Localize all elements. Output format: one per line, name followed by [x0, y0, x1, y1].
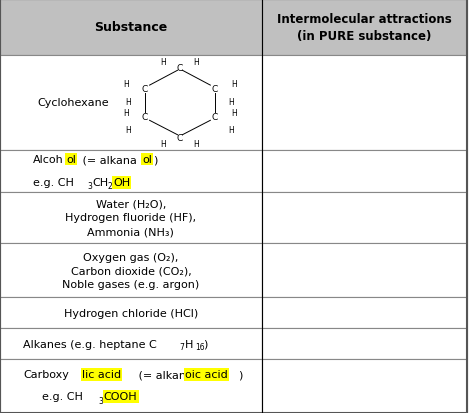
- Text: OH: OH: [113, 178, 130, 188]
- Text: Alcoh: Alcoh: [33, 155, 64, 165]
- Text: H: H: [161, 140, 166, 149]
- FancyBboxPatch shape: [262, 151, 467, 192]
- Text: C: C: [177, 134, 183, 143]
- Text: H: H: [193, 57, 199, 66]
- Text: ): ): [203, 339, 208, 349]
- Text: COOH: COOH: [104, 392, 137, 401]
- FancyBboxPatch shape: [0, 151, 262, 192]
- Text: H: H: [231, 109, 237, 118]
- Text: H: H: [193, 140, 199, 149]
- FancyBboxPatch shape: [0, 359, 262, 413]
- FancyBboxPatch shape: [0, 328, 262, 359]
- FancyBboxPatch shape: [262, 56, 467, 151]
- Text: H: H: [126, 98, 131, 107]
- Text: ol: ol: [142, 155, 152, 165]
- Text: Intermolecular attractions
(in PURE substance): Intermolecular attractions (in PURE subs…: [277, 13, 452, 43]
- Text: C: C: [212, 113, 218, 122]
- Text: (= alkan: (= alkan: [135, 370, 186, 380]
- Text: Carbon dioxide (CO₂),: Carbon dioxide (CO₂),: [71, 266, 191, 275]
- Text: C: C: [142, 84, 148, 93]
- Text: H: H: [185, 339, 193, 349]
- Text: ol: ol: [66, 155, 76, 165]
- FancyBboxPatch shape: [0, 297, 262, 328]
- Text: Substance: Substance: [94, 21, 167, 34]
- Text: H: H: [126, 126, 131, 135]
- Text: 3: 3: [98, 396, 103, 405]
- FancyBboxPatch shape: [0, 192, 262, 244]
- Text: ): ): [153, 155, 158, 165]
- Text: C: C: [177, 64, 183, 73]
- Text: Cyclohexane: Cyclohexane: [37, 98, 109, 108]
- FancyBboxPatch shape: [262, 244, 467, 297]
- Text: Hydrogen chloride (HCl): Hydrogen chloride (HCl): [64, 308, 198, 318]
- Text: C: C: [142, 113, 148, 122]
- FancyBboxPatch shape: [0, 0, 262, 56]
- FancyBboxPatch shape: [0, 56, 262, 151]
- Text: H: H: [123, 80, 129, 89]
- FancyBboxPatch shape: [262, 359, 467, 413]
- Text: 16: 16: [195, 342, 205, 351]
- Text: ): ): [238, 370, 243, 380]
- Text: (= alkana: (= alkana: [79, 155, 137, 165]
- Text: 7: 7: [180, 342, 184, 351]
- Text: Noble gases (e.g. argon): Noble gases (e.g. argon): [62, 279, 200, 289]
- Text: Hydrogen fluoride (HF),: Hydrogen fluoride (HF),: [65, 213, 196, 223]
- Text: e.g. CH: e.g. CH: [33, 178, 73, 188]
- Text: H: H: [161, 57, 166, 66]
- Text: Water (H₂O),: Water (H₂O),: [96, 199, 166, 209]
- Text: C: C: [212, 84, 218, 93]
- FancyBboxPatch shape: [262, 192, 467, 244]
- FancyBboxPatch shape: [262, 297, 467, 328]
- Text: H: H: [228, 98, 234, 107]
- Text: CH: CH: [92, 178, 109, 188]
- Text: H: H: [228, 126, 234, 135]
- FancyBboxPatch shape: [0, 244, 262, 297]
- Text: Ammonia (NH₃): Ammonia (NH₃): [87, 226, 174, 237]
- Text: Carboxy: Carboxy: [23, 370, 69, 380]
- Text: H: H: [231, 80, 237, 89]
- Text: H: H: [123, 109, 129, 118]
- Text: oic acid: oic acid: [185, 370, 228, 380]
- Text: Oxygen gas (O₂),: Oxygen gas (O₂),: [83, 252, 179, 262]
- Text: e.g. CH: e.g. CH: [42, 392, 83, 401]
- Text: lic acid: lic acid: [82, 370, 121, 380]
- Text: 3: 3: [88, 181, 93, 190]
- FancyBboxPatch shape: [262, 0, 467, 56]
- Text: Alkanes (e.g. heptane C: Alkanes (e.g. heptane C: [23, 339, 157, 349]
- Text: 2: 2: [108, 181, 113, 190]
- FancyBboxPatch shape: [262, 328, 467, 359]
